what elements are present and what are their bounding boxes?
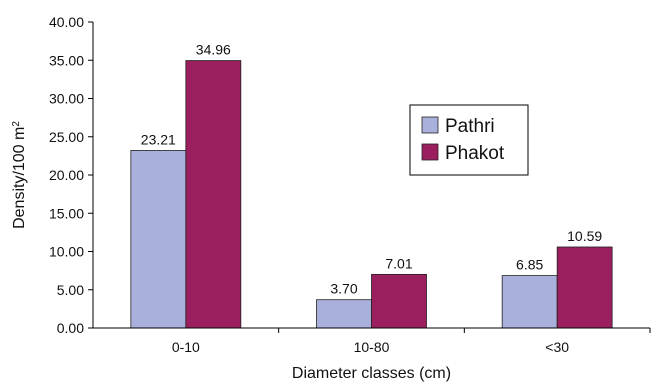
legend-swatch-phakot	[421, 143, 439, 161]
bar-phakot	[556, 246, 613, 329]
bar-phakot	[371, 273, 427, 329]
bar-pathri	[316, 299, 372, 329]
bar-phakot	[185, 60, 242, 329]
x-tick-label: 10-80	[354, 339, 390, 355]
legend-swatch-pathri	[421, 116, 439, 134]
y-tick-label: 5.00	[57, 282, 84, 298]
y-axis-title-superscript: 2	[11, 121, 22, 127]
legend-label-pathri: Pathri	[445, 116, 495, 137]
data-label: 6.85	[516, 257, 543, 273]
data-label: 34.96	[196, 42, 231, 58]
x-axis-ticks: 0-10 10-80 <30	[172, 328, 651, 355]
y-tick-label: 35.00	[49, 52, 84, 68]
data-label: 7.01	[385, 255, 412, 271]
bar-pathri	[130, 150, 187, 329]
y-axis-ticks: 0.00 5.00 10.00 15.00 20.00 25.00 30.00 35.00 40…	[49, 14, 93, 336]
y-axis-title-main: Density/100 m	[11, 127, 28, 229]
y-tick-label: 40.00	[49, 14, 84, 30]
data-label: 23.21	[141, 131, 176, 147]
y-tick-label: 25.00	[49, 129, 84, 145]
y-tick-label: 10.00	[49, 244, 84, 260]
bar-group	[130, 60, 613, 329]
y-tick-label: 0.00	[57, 320, 84, 336]
x-tick-label: 0-10	[172, 339, 200, 355]
bar-pathri	[501, 275, 558, 329]
x-axis-title: Diameter classes (cm)	[292, 365, 451, 382]
data-labels: 23.21 34.96 3.70 7.01 6.85 10.59	[141, 42, 603, 297]
y-tick-label: 20.00	[49, 167, 84, 183]
data-label: 3.70	[330, 281, 357, 297]
legend-label-phakot: Phakot	[445, 143, 505, 164]
y-tick-label: 30.00	[49, 91, 84, 107]
y-axis-title: Density/100 m2	[11, 121, 29, 229]
legend: Pathri Phakot	[409, 104, 529, 176]
x-tick-label: <30	[545, 339, 569, 355]
data-label: 10.59	[567, 228, 602, 244]
y-tick-label: 15.00	[49, 205, 84, 221]
